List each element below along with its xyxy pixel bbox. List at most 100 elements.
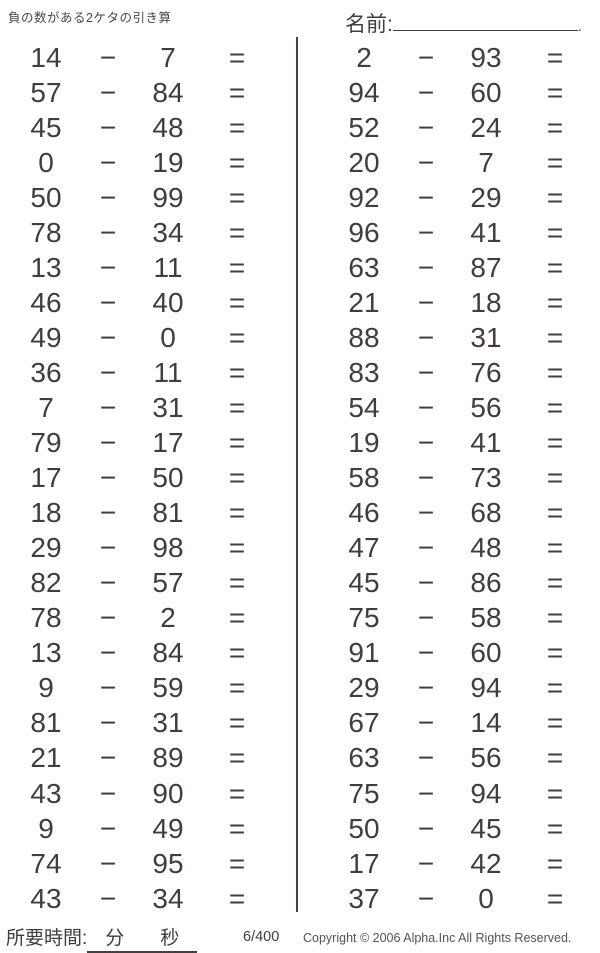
- operand-1: 45: [348, 567, 380, 599]
- minus-sign: −: [99, 427, 117, 459]
- operand-1: 43: [30, 777, 62, 809]
- operand-1: 49: [30, 321, 62, 353]
- minus-sign: −: [417, 181, 435, 213]
- problem-row: 2 − 93 =: [318, 40, 580, 75]
- equals-sign: =: [228, 216, 246, 248]
- equals-sign: =: [546, 146, 564, 178]
- operand-2: 11: [153, 251, 183, 283]
- minus-sign: −: [417, 567, 435, 599]
- minus-sign: −: [417, 707, 435, 739]
- problem-row: 17 − 50 =: [0, 460, 262, 495]
- minus-sign: −: [417, 76, 435, 108]
- problem-row: 82 − 57 =: [0, 565, 262, 600]
- problem-row: 29 − 94 =: [318, 670, 580, 705]
- operand-1: 17: [348, 847, 380, 879]
- problem-row: 54 − 56 =: [318, 390, 580, 425]
- operand-2: 19: [152, 146, 184, 178]
- problem-row: 81 − 31 =: [0, 705, 262, 740]
- problem-row: 46 − 68 =: [318, 495, 580, 530]
- operand-2: 7: [160, 41, 176, 73]
- problem-row: 75 − 94 =: [318, 775, 580, 810]
- operand-2: 73: [470, 462, 502, 494]
- minus-sign: −: [99, 462, 117, 494]
- equals-sign: =: [546, 532, 564, 564]
- equals-sign: =: [228, 391, 246, 423]
- equals-sign: =: [546, 567, 564, 599]
- problems-column-right: 2 − 93 = 94 − 60 = 52 − 24 = 20 − 7 = 92 − 29 = 96 − 41 = 63 − 87 =…: [318, 40, 580, 916]
- operand-1: 37: [348, 882, 380, 914]
- minus-sign: −: [99, 812, 117, 844]
- equals-sign: =: [228, 707, 246, 739]
- problem-row: 0 − 19 =: [0, 145, 262, 180]
- operand-2: 48: [470, 532, 502, 564]
- problem-row: 13 − 84 =: [0, 635, 262, 670]
- minus-sign: −: [417, 777, 435, 809]
- operand-1: 46: [30, 286, 62, 318]
- equals-sign: =: [546, 251, 564, 283]
- equals-sign: =: [228, 41, 246, 73]
- operand-2: 34: [152, 882, 184, 914]
- operand-1: 13: [30, 637, 62, 669]
- problem-row: 14 − 7 =: [0, 40, 262, 75]
- minus-sign: −: [417, 146, 435, 178]
- problem-row: 63 − 56 =: [318, 740, 580, 775]
- problem-row: 9 − 59 =: [0, 670, 262, 705]
- minus-sign: −: [417, 602, 435, 634]
- operand-1: 18: [30, 497, 62, 529]
- operand-2: 60: [470, 76, 502, 108]
- operand-1: 74: [30, 847, 62, 879]
- operand-1: 50: [348, 812, 380, 844]
- problem-row: 50 − 99 =: [0, 180, 262, 215]
- minus-sign: −: [99, 637, 117, 669]
- problem-row: 37 − 0 =: [318, 881, 580, 916]
- minus-sign: −: [99, 391, 117, 423]
- equals-sign: =: [228, 76, 246, 108]
- minus-sign: −: [417, 111, 435, 143]
- operand-2: 42: [470, 847, 502, 879]
- operand-1: 43: [30, 882, 62, 914]
- equals-sign: =: [546, 356, 564, 388]
- minus-sign: −: [417, 356, 435, 388]
- operand-1: 36: [30, 356, 62, 388]
- equals-sign: =: [228, 356, 246, 388]
- equals-sign: =: [228, 181, 246, 213]
- equals-sign: =: [228, 497, 246, 529]
- equals-sign: =: [546, 391, 564, 423]
- operand-2: 98: [152, 532, 184, 564]
- operand-2: 41: [470, 427, 502, 459]
- problem-row: 79 − 17 =: [0, 425, 262, 460]
- equals-sign: =: [546, 286, 564, 318]
- equals-sign: =: [546, 462, 564, 494]
- problem-row: 9 − 49 =: [0, 811, 262, 846]
- operand-1: 0: [38, 146, 54, 178]
- name-field: 名前:.: [345, 8, 582, 38]
- equals-sign: =: [228, 602, 246, 634]
- time-underline: 分秒: [87, 923, 198, 953]
- minus-sign: −: [99, 567, 117, 599]
- equals-sign: =: [228, 111, 246, 143]
- equals-sign: =: [228, 672, 246, 704]
- problem-row: 50 − 45 =: [318, 811, 580, 846]
- minus-sign: −: [417, 847, 435, 879]
- problem-row: 21 − 89 =: [0, 740, 262, 775]
- operand-2: 84: [152, 76, 184, 108]
- equals-sign: =: [228, 286, 246, 318]
- problem-row: 57 − 84 =: [0, 75, 262, 110]
- operand-2: 56: [470, 391, 502, 423]
- operand-1: 88: [348, 321, 380, 353]
- minus-sign: −: [417, 286, 435, 318]
- operand-2: 68: [470, 497, 502, 529]
- equals-sign: =: [228, 462, 246, 494]
- operand-2: 87: [470, 251, 502, 283]
- operand-2: 76: [470, 356, 502, 388]
- minus-sign: −: [417, 637, 435, 669]
- minus-sign: −: [417, 462, 435, 494]
- name-underline: [392, 8, 578, 31]
- equals-sign: =: [546, 216, 564, 248]
- equals-sign: =: [228, 637, 246, 669]
- problem-row: 45 − 86 =: [318, 565, 580, 600]
- equals-sign: =: [546, 707, 564, 739]
- problem-row: 63 − 87 =: [318, 250, 580, 285]
- operand-2: 34: [152, 216, 184, 248]
